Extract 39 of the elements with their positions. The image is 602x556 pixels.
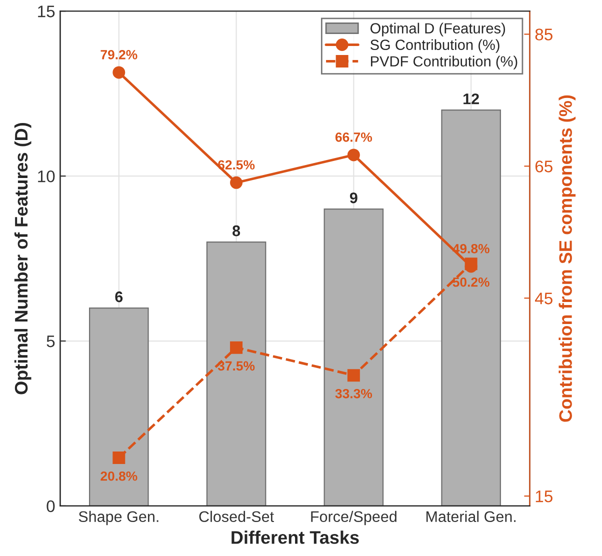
x-tick-label: Closed-Set xyxy=(199,510,274,522)
y-tick-label: 10 xyxy=(38,170,55,182)
legend-label: Optimal D (Features) xyxy=(370,22,506,36)
legend-label: PVDF Contribution (%) xyxy=(370,56,518,70)
data-label: 33.3% xyxy=(335,388,372,398)
y2-axis-title: Contribution from SE components (%) xyxy=(558,95,576,422)
data-label: 8 xyxy=(232,225,240,236)
data-label: 6 xyxy=(115,291,123,302)
x-axis-title: Different Tasks xyxy=(232,530,359,544)
point xyxy=(230,341,243,354)
legend-label: SG Contribution (%) xyxy=(370,39,500,53)
data-label: 20.8% xyxy=(100,471,138,481)
bar xyxy=(88,307,149,506)
data-label: 37.5% xyxy=(218,361,255,371)
data-label: 79.2% xyxy=(100,50,138,60)
data-label: 12 xyxy=(464,93,479,104)
y-tick-label: 0 xyxy=(46,500,55,512)
data-label: 9 xyxy=(350,192,358,204)
y-tick-label: 15 xyxy=(38,6,55,18)
bar xyxy=(206,241,266,506)
x-tick-label: Material Gen. xyxy=(426,510,516,522)
y-tick-label: 5 xyxy=(46,336,55,348)
point xyxy=(112,66,126,79)
point xyxy=(464,258,478,270)
data-label: 50.2% xyxy=(452,277,490,287)
y2-tick-label: 65 xyxy=(535,160,552,172)
y-axis-title: Optimal Number of Features (D) xyxy=(14,122,32,394)
point xyxy=(347,369,360,382)
point xyxy=(112,452,126,464)
x-tick-label: Shape Gen. xyxy=(78,510,158,526)
point xyxy=(230,176,243,189)
y2-tick-label: 15 xyxy=(536,490,552,502)
bar xyxy=(324,208,384,506)
data-label: 66.7% xyxy=(335,132,372,142)
y2-tick-label: 45 xyxy=(535,292,552,304)
bar xyxy=(441,110,501,506)
point xyxy=(347,148,360,162)
x-tick-label: Force/Speed xyxy=(311,510,396,526)
y2-tick-label: 85 xyxy=(535,28,552,40)
